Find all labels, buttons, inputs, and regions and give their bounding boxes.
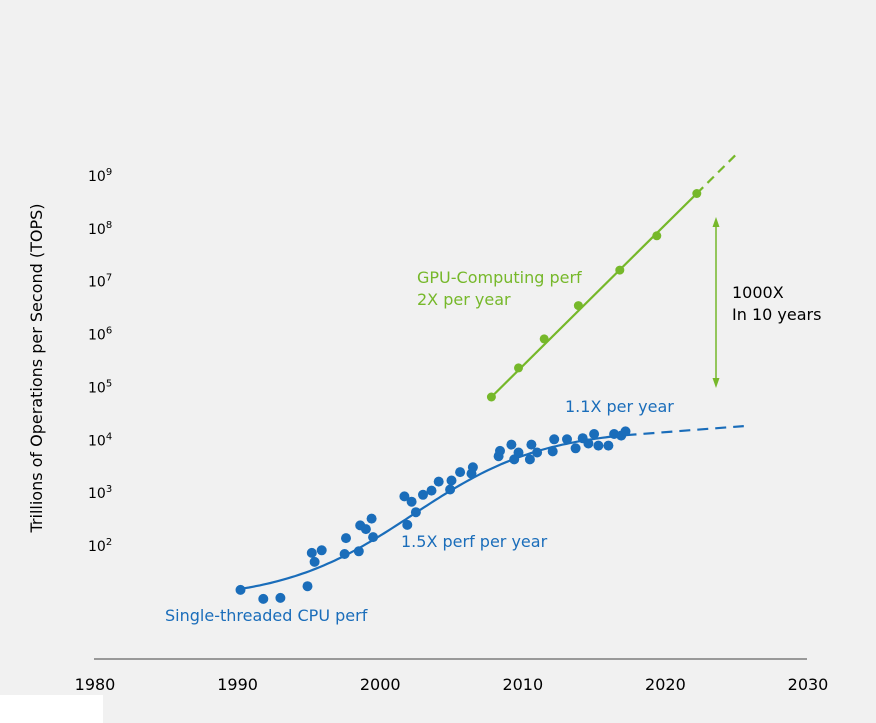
cpu-data-point <box>589 429 600 439</box>
cpu-data-point <box>620 426 631 437</box>
cpu-series <box>235 425 744 604</box>
y-tick-label: 109 <box>88 167 112 185</box>
cpu-trend-line <box>241 434 624 590</box>
y-tick-label: 105 <box>88 378 112 396</box>
cpu-data-point <box>583 438 594 449</box>
cpu-data-point <box>316 545 327 556</box>
cpu-data-point <box>603 440 614 451</box>
y-tick-label: 104 <box>88 431 112 449</box>
cpu-data-point <box>275 592 286 603</box>
cpu-data-point <box>526 439 537 450</box>
cpu-data-point <box>524 454 535 465</box>
cpu-data-point <box>455 467 466 478</box>
x-axis-ticks: 1980 1990 2000 2010 2020 2030 <box>75 675 829 694</box>
y-tick-label: 102 <box>88 537 112 555</box>
cpu-data-point <box>513 447 524 458</box>
cpu-data-point <box>406 496 417 507</box>
gpu-rate-label: 2X per year <box>417 290 511 309</box>
cpu-series-label: Single-threaded CPU perf <box>165 606 368 625</box>
cpu-data-point <box>368 532 379 543</box>
x-tick-label: 2010 <box>502 675 543 694</box>
cpu-data-point <box>302 581 313 592</box>
cpu-data-point <box>549 434 560 445</box>
cpu-data-point <box>426 485 437 496</box>
x-tick-label: 2030 <box>788 675 829 694</box>
gap-label-line2: In 10 years <box>732 305 821 324</box>
gpu-data-point <box>486 392 496 402</box>
y-tick-label: 106 <box>88 326 112 344</box>
cpu-data-point <box>258 593 269 604</box>
gap-label-line1: 1000X <box>732 283 784 302</box>
y-tick-label: 103 <box>88 484 112 502</box>
cpu-data-point <box>360 524 371 535</box>
cpu-data-point <box>562 434 572 445</box>
gpu-data-point <box>692 189 702 198</box>
cpu-data-point <box>547 446 558 457</box>
y-axis-ticks: 102 103 104 105 106 107 108 109 <box>88 167 112 555</box>
cpu-trend-label: 1.5X perf per year <box>401 532 548 551</box>
cpu-trend-extension <box>625 425 744 437</box>
cpu-data-point <box>402 519 413 530</box>
y-axis-label: Trillions of Operations per Second (TOPS… <box>27 204 46 534</box>
y-tick-label: 107 <box>88 273 112 291</box>
gpu-data-point <box>514 363 523 373</box>
cpu-data-point <box>506 439 517 450</box>
corner-patch <box>0 695 103 723</box>
cpu-data-point <box>353 546 364 557</box>
cpu-data-point <box>306 547 317 558</box>
cpu-data-point <box>495 445 505 456</box>
cpu-data-point <box>410 507 421 518</box>
y-tick-label: 108 <box>88 220 112 238</box>
cpu-data-point <box>235 584 246 595</box>
cpu-data-point <box>445 484 456 495</box>
cpu-data-point <box>418 489 428 500</box>
gap-arrow <box>712 217 720 388</box>
gpu-data-point <box>573 301 583 311</box>
x-tick-label: 2020 <box>645 675 686 694</box>
gpu-trend-extension <box>696 154 737 195</box>
cpu-data-point <box>467 462 478 473</box>
cpu-data-point <box>570 443 581 454</box>
gpu-series <box>486 154 737 402</box>
x-tick-label: 1990 <box>217 675 258 694</box>
cpu-plateau-label: 1.1X per year <box>565 397 674 416</box>
gpu-data-point <box>615 265 625 275</box>
gpu-trend-line <box>490 192 698 398</box>
gpu-data-point <box>539 334 549 344</box>
cpu-data-point <box>399 491 410 502</box>
cpu-data-point <box>341 533 351 544</box>
x-tick-label: 1980 <box>75 675 116 694</box>
x-tick-label: 2000 <box>360 675 401 694</box>
cpu-data-point <box>532 447 543 458</box>
cpu-data-point <box>433 476 444 487</box>
cpu-data-point <box>593 440 604 451</box>
gpu-data-point <box>652 231 662 241</box>
cpu-data-point <box>366 513 377 524</box>
gpu-series-label: GPU-Computing perf <box>417 268 582 287</box>
cpu-data-point <box>446 475 457 486</box>
cpu-data-point <box>339 549 350 559</box>
cpu-data-point <box>309 556 320 567</box>
